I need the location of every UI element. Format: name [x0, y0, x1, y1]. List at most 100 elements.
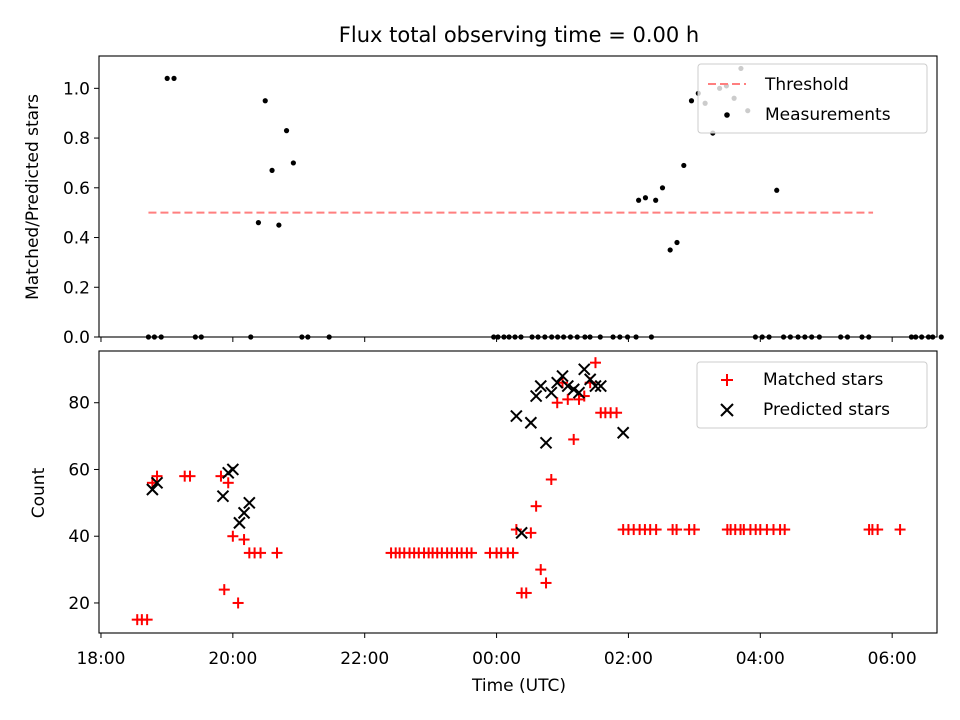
- matched-star-marker: [271, 547, 283, 559]
- x-tick-label: 02:00: [604, 649, 653, 669]
- predicted-star-marker: [515, 526, 528, 540]
- predicted-star-marker: [524, 416, 538, 429]
- measurement-point: [688, 98, 695, 104]
- measurement-point: [642, 195, 649, 201]
- predicted-star-marker: [594, 379, 607, 393]
- measurement-point: [171, 75, 177, 81]
- matched-star-marker: [779, 524, 791, 536]
- predicted-star-marker: [233, 516, 246, 530]
- y-tick-label: 60: [68, 460, 90, 480]
- y-tick-label: 40: [68, 527, 90, 547]
- threshold-legend-label: Threshold: [764, 75, 849, 95]
- x-tick-label: 20:00: [208, 649, 257, 669]
- predicted-star-marker: [561, 379, 574, 393]
- matched-star-marker: [222, 477, 234, 489]
- predicted-legend-label: Predicted stars: [763, 400, 890, 420]
- ratio-y-axis-label: Matched/Predicted stars: [23, 94, 43, 300]
- predicted-star-marker: [529, 389, 543, 403]
- matched-star-marker: [650, 524, 662, 536]
- predicted-star-marker: [216, 489, 230, 503]
- y-tick-label: 20: [68, 594, 90, 614]
- predicted-star-marker: [578, 363, 591, 376]
- matched-star-marker: [562, 393, 574, 405]
- count-x-axis-label: Time (UTC): [471, 676, 566, 696]
- predicted-star-marker: [237, 506, 251, 520]
- ratio-axes: 0.0 0.2 0.4 0.6 0.8 1.0: [63, 55, 938, 348]
- count-y-axis-label: Count: [29, 467, 49, 518]
- x-tick-label: 06:00: [868, 649, 917, 669]
- count-panel: 20 40 60 80 18:00 20:00 22:00 00:00 02:00 04:00 06…: [29, 350, 938, 696]
- axes-frame: [98, 55, 938, 338]
- predicted-star-marker: [510, 409, 523, 423]
- matched-star-marker: [507, 547, 519, 559]
- axes-frame: [98, 350, 938, 634]
- measurement-point: [774, 187, 780, 193]
- y-tick-label: 0.2: [63, 278, 90, 298]
- predicted-star-marker: [589, 379, 602, 393]
- measurement-point: [667, 247, 673, 253]
- matched-star-marker: [141, 614, 153, 626]
- predicted-star-marker: [146, 483, 159, 496]
- x-tick-label: 22:00: [340, 649, 389, 669]
- count-legend: Matched stars Predicted stars: [696, 361, 928, 429]
- measurement-point: [659, 185, 666, 191]
- y-tick-label: 0.6: [63, 179, 90, 199]
- ratio-legend-box: [697, 63, 928, 134]
- y-tick-label: 1.0: [63, 79, 90, 99]
- count-plot-area: [131, 357, 906, 626]
- predicted-star-marker: [616, 426, 630, 439]
- count-axes: 20 40 60 80 18:00 20:00 22:00 00:00 02:00 04:00 06…: [68, 350, 938, 669]
- y-tick-label: 0.4: [63, 229, 90, 249]
- matched-star-marker: [589, 357, 601, 369]
- matched-star-marker: [255, 547, 267, 559]
- y-tick-label: 0.8: [63, 129, 90, 149]
- matched-star-marker: [568, 433, 580, 445]
- matched-star-marker: [238, 534, 250, 546]
- x-tick-label: 18:00: [76, 649, 125, 669]
- matched-star-marker: [545, 473, 557, 485]
- measurement-point: [164, 75, 170, 81]
- matched-star-marker: [218, 584, 230, 596]
- matched-star-marker: [551, 397, 563, 409]
- predicted-legend-swatch: [720, 403, 734, 417]
- predicted-star-marker: [539, 436, 553, 449]
- y-tick-label: 80: [68, 394, 90, 414]
- predicted-star-marker: [243, 496, 256, 510]
- predicted-star-marker: [226, 463, 240, 476]
- measurement-point: [938, 334, 944, 340]
- chart-title: Flux total observing time = 0.00 h: [339, 23, 699, 47]
- predicted-star-marker: [545, 386, 558, 399]
- matched-star-marker: [578, 390, 590, 402]
- measurement-point: [681, 162, 687, 169]
- matched-star-marker: [227, 530, 239, 542]
- matched-legend-swatch: [721, 374, 733, 386]
- matched-star-marker: [525, 527, 537, 539]
- predicted-star-marker: [534, 379, 547, 393]
- matched-star-marker: [466, 547, 478, 559]
- matched-star-marker: [151, 470, 163, 482]
- matched-star-marker: [530, 500, 542, 512]
- matched-star-marker: [535, 564, 547, 576]
- matched-star-marker: [540, 577, 552, 589]
- matched-star-marker: [688, 524, 700, 536]
- measurement-point: [283, 128, 290, 134]
- y-tick-label: 0.0: [63, 328, 90, 348]
- matched-star-marker: [671, 524, 683, 536]
- matched-star-marker: [611, 407, 623, 419]
- predicted-star-marker: [150, 476, 164, 490]
- matched-star-marker: [232, 597, 244, 609]
- measurement-point: [269, 167, 275, 173]
- matched-star-marker: [872, 524, 884, 536]
- measurement-point: [255, 220, 262, 226]
- measurement-point: [674, 239, 680, 246]
- matched-star-marker: [557, 377, 569, 389]
- measurement-point: [276, 222, 282, 228]
- matched-star-marker: [510, 524, 522, 536]
- measurement-point: [636, 197, 642, 203]
- measurement-point: [290, 160, 296, 166]
- x-tick-label: 00:00: [472, 649, 521, 669]
- ratio-panel: 0.0 0.2 0.4 0.6 0.8 1.0 Matched/Predicted sta…: [23, 55, 944, 348]
- x-tick-label: 04:00: [736, 649, 785, 669]
- predicted-star-marker: [572, 386, 586, 399]
- matched-star-marker: [520, 587, 532, 599]
